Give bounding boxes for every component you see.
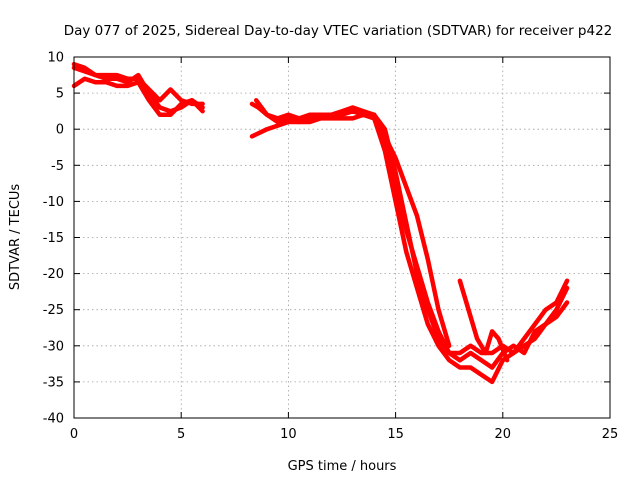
- x-tick-label: 15: [387, 427, 404, 442]
- series-track-3: [71, 61, 205, 107]
- ticks-layer: 10 5 0 -5 -10 -15 -20 -25 -30 -35 -40 0 5 10 15 20 25: [43, 51, 619, 443]
- y-tick-label: 0: [56, 123, 64, 138]
- y-tick-label: -10: [43, 195, 64, 210]
- y-tick-label: 10: [47, 51, 64, 66]
- x-tick-label: 25: [602, 427, 619, 442]
- x-axis-label: GPS time / hours: [288, 459, 397, 474]
- y-tick-label: -15: [43, 231, 64, 246]
- x-tick-label: 5: [177, 427, 185, 442]
- y-tick-label: -35: [43, 375, 64, 390]
- series-track-7: [371, 112, 452, 349]
- series-track-8: [457, 278, 510, 363]
- y-tick-label: -5: [51, 159, 64, 174]
- x-tick-label: 20: [495, 427, 512, 442]
- series-layer: [71, 61, 570, 385]
- y-tick-label: -40: [43, 412, 64, 427]
- series-track-6: [253, 98, 570, 356]
- y-tick-label: -30: [43, 339, 64, 354]
- x-tick-label: 0: [70, 427, 78, 442]
- series-track-2: [71, 76, 205, 118]
- y-tick-label: 5: [56, 87, 64, 102]
- x-tick-label: 10: [280, 427, 297, 442]
- chart-title: Day 077 of 2025, Sidereal Day-to-day VTE…: [64, 23, 613, 39]
- y-axis-label: SDTVAR / TECUs: [8, 184, 23, 291]
- y-tick-label: -20: [43, 267, 64, 282]
- y-tick-label: -25: [43, 303, 64, 318]
